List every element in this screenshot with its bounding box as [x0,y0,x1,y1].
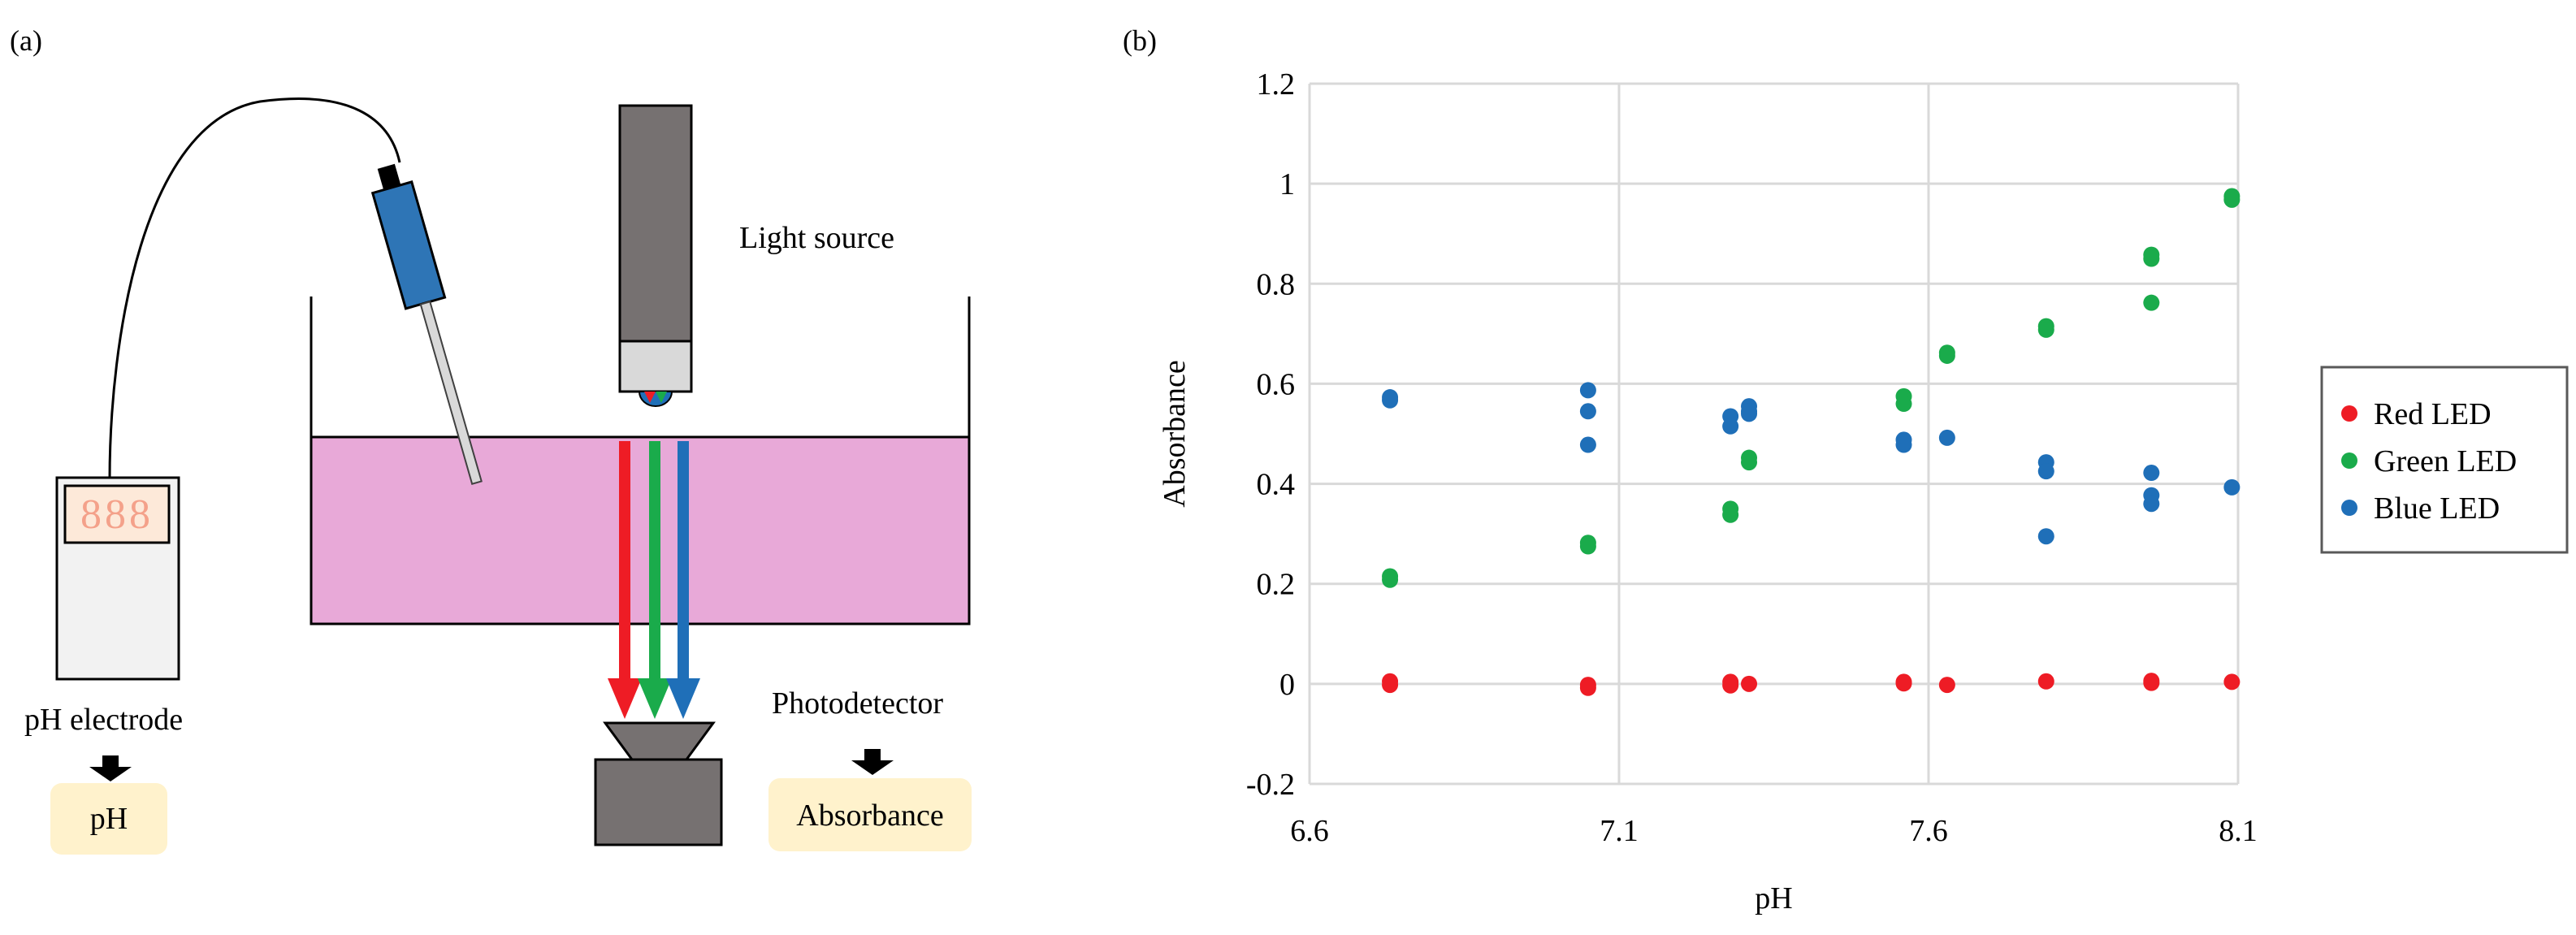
data-point [1741,405,1758,422]
sample-solution [310,435,971,625]
data-point [2143,465,2160,482]
data-point [1579,679,1596,696]
legend-marker [2341,500,2357,516]
legend-entry: Blue LED [2374,491,2500,526]
panel-b-label: (b) [1123,24,1157,57]
panel-b: (b) -0.2 0 0.2 0.4 0.6 0.8 1 1.2 6.6 7.1 7.6 8.1 pH A… [1123,24,2569,916]
x-tick-label: 7.1 [1600,814,1639,848]
blue-beam [666,441,700,719]
data-point [2037,528,2054,545]
data-point [1895,675,1912,692]
y-tick-label: 0.4 [1257,468,1296,502]
x-tick-label: 8.1 [2219,814,2258,848]
data-point [2223,478,2240,496]
data-point [2223,191,2240,208]
data-point [1579,538,1596,555]
y-axis-label: Absorbance [1158,360,1192,507]
legend: Red LED Green LED Blue LED [2320,366,2569,554]
green-beam [638,441,672,719]
ph-output-box [50,783,167,855]
series-green-led [1382,188,2240,588]
series-blue-led [1382,382,2240,545]
scatter-chart: -0.2 0 0.2 0.4 0.6 0.8 1 1.2 6.6 7.1 7.6 8.1 pH Absor… [1158,67,2569,916]
down-arrow-icon [89,755,132,781]
ph-meter-display [63,484,171,544]
panel-a: (a) 888 Light source [10,24,972,855]
legend-entry: Red LED [2374,397,2492,431]
series-red-led [1382,673,2240,696]
data-point [1895,396,1912,413]
x-tick-label: 7.6 [1909,814,1948,848]
data-point [1579,403,1596,420]
data-point [2223,673,2240,690]
photodetector [594,721,723,846]
data-point [2143,674,2160,691]
ph-electrode-probe [370,163,483,485]
data-point [2037,321,2054,338]
data-point [1741,675,1758,692]
panel-a-label: (a) [10,24,42,57]
y-tick-label: -0.2 [1246,768,1295,802]
ph-electrode-label: pH electrode [24,703,183,737]
electrode-cable [108,97,401,480]
data-point [1722,418,1739,435]
data-point [2143,250,2160,267]
legend-marker [2341,452,2357,469]
data-point [2143,294,2160,311]
y-tick-label: 0.2 [1257,568,1296,602]
tank [310,297,971,625]
y-tick-label: 1 [1279,167,1295,201]
data-point [1579,382,1596,399]
down-arrow-icon [851,749,894,775]
legend-marker [2341,405,2357,422]
absorbance-output-label: Absorbance [796,799,943,833]
data-point [1938,677,1955,694]
data-point [1722,506,1739,523]
x-tick-label: 6.6 [1290,814,1329,848]
data-point [2037,673,2054,690]
data-point [1382,677,1399,694]
y-tick-label: 1.2 [1257,67,1296,102]
data-point [1579,436,1596,453]
data-point [1722,677,1739,694]
y-tick-label: 0.8 [1257,267,1296,301]
x-axis-label: pH [1755,881,1792,916]
y-tick-label: 0 [1279,668,1295,702]
data-point [2037,463,2054,480]
data-point [1382,571,1399,588]
absorbance-output-box [768,778,972,851]
y-tick-label: 0.6 [1257,367,1296,401]
ph-meter-digits: 888 [80,491,154,538]
ph-meter: 888 [55,476,180,681]
data-point [1938,429,1955,446]
data-point [1895,436,1912,453]
red-beam [608,441,642,719]
data-point [1741,454,1758,471]
legend-box [2320,366,2569,554]
legend-entry: Green LED [2374,444,2517,478]
data-point [1938,347,1955,364]
light-beams [608,441,700,719]
light-source-label: Light source [739,221,894,255]
ph-output-label: pH [90,802,128,836]
data-point [1382,392,1399,409]
data-point [2143,496,2160,513]
photodetector-label: Photodetector [772,686,943,721]
light-source [618,104,693,407]
